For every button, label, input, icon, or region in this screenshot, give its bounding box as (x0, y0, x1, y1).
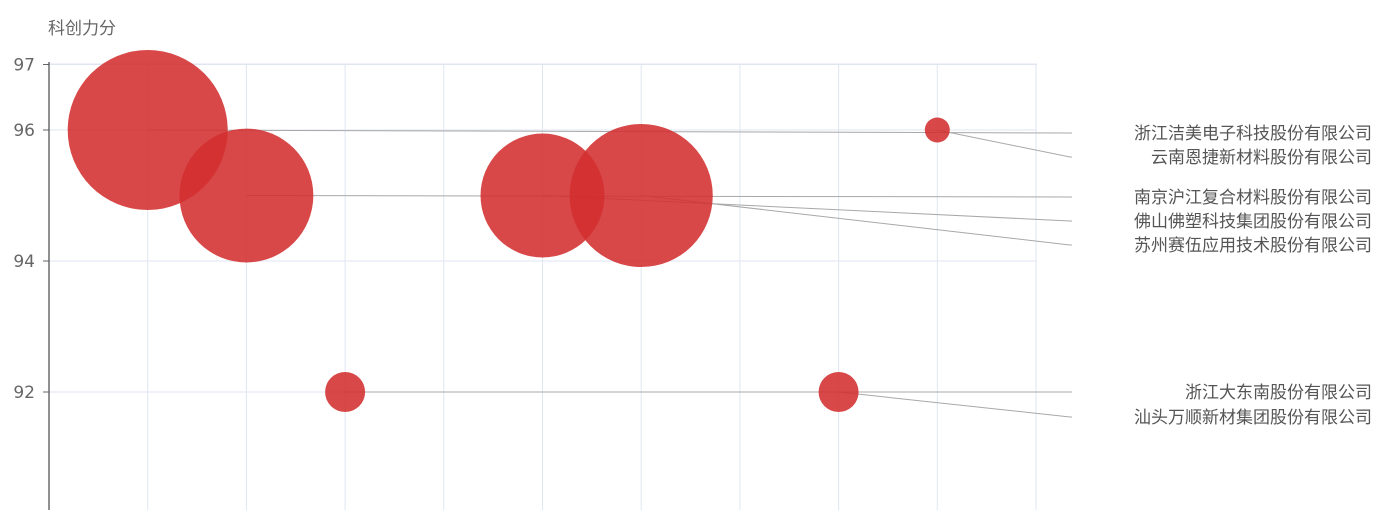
leader-line (838, 391, 1072, 418)
bubble-point[interactable] (325, 372, 366, 412)
leader-line (937, 129, 1072, 158)
bubble-point[interactable] (818, 372, 859, 412)
point-label: 云南恩捷新材料股份有限公司 (1151, 148, 1372, 168)
bubble-point[interactable] (179, 128, 314, 263)
leader-line (641, 195, 1072, 246)
point-label: 苏州赛伍应用技术股份有限公司 (1134, 235, 1372, 256)
point-label: 南京沪江复合材料股份有限公司 (1134, 188, 1372, 208)
point-label: 浙江洁美电子科技股份有限公司 (1134, 124, 1372, 144)
y-tick-label: 94 (13, 252, 35, 272)
point-label: 浙江大东南股份有限公司 (1185, 383, 1372, 403)
leader-line (147, 129, 1072, 134)
y-axis-title: 科创力分 (48, 19, 116, 39)
point-label: 佛山佛塑科技集团股份有限公司 (1134, 212, 1372, 232)
point-label: 汕头万顺新材集团股份有限公司 (1134, 408, 1372, 428)
y-tick-label: 96 (13, 121, 35, 141)
y-tick-label: 92 (13, 383, 35, 403)
y-tick-label: 97 (13, 56, 35, 76)
bubble-point[interactable] (569, 123, 713, 268)
bubble-point[interactable] (480, 133, 605, 258)
bubble-point[interactable] (924, 117, 950, 143)
